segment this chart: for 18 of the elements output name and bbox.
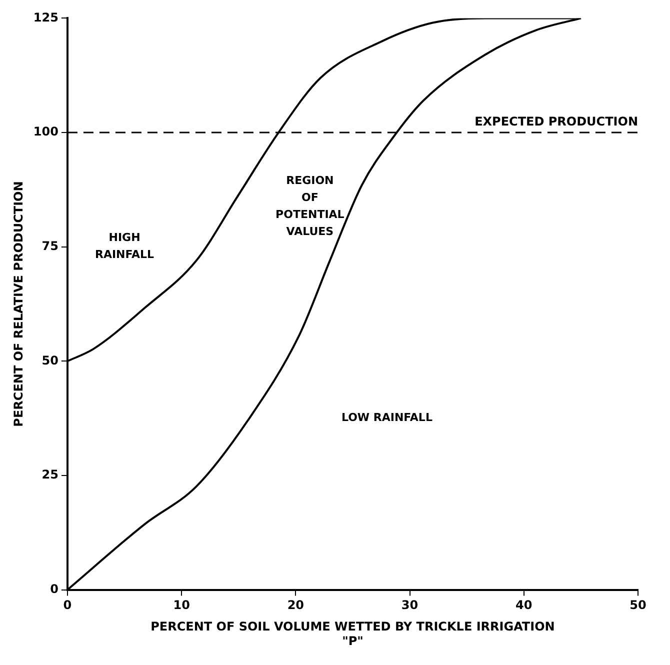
x-tick-label: 50 [630, 598, 646, 612]
annotation: HIGH RAINFALL [94, 231, 154, 262]
x-tick-label: 20 [287, 598, 304, 612]
x-tick-label: 10 [173, 598, 190, 612]
x-tick-label: 0 [63, 598, 72, 612]
y-tick-label: 125 [33, 10, 58, 24]
y-axis-title: PERCENT OF RELATIVE PRODUCTION [11, 181, 26, 427]
y-tick-label: 0 [50, 582, 58, 596]
x-tick-label: 40 [516, 598, 532, 612]
y-tick-label: 25 [42, 468, 58, 482]
y-tick-label: 75 [42, 238, 58, 253]
ref-line-label: EXPECTED PRODUCTION [474, 114, 638, 129]
x-tick-label: 30 [401, 598, 418, 612]
annotation: REGION OF POTENTIAL VALUES [276, 174, 344, 238]
x-axis-title: PERCENT OF SOIL VOLUME WETTED BY TRICKLE IRRIGATION "P" [150, 620, 555, 648]
annotation: LOW RAINFALL [341, 411, 432, 424]
y-tick-label: 100 [33, 124, 58, 139]
y-tick-label: 50 [42, 353, 58, 368]
